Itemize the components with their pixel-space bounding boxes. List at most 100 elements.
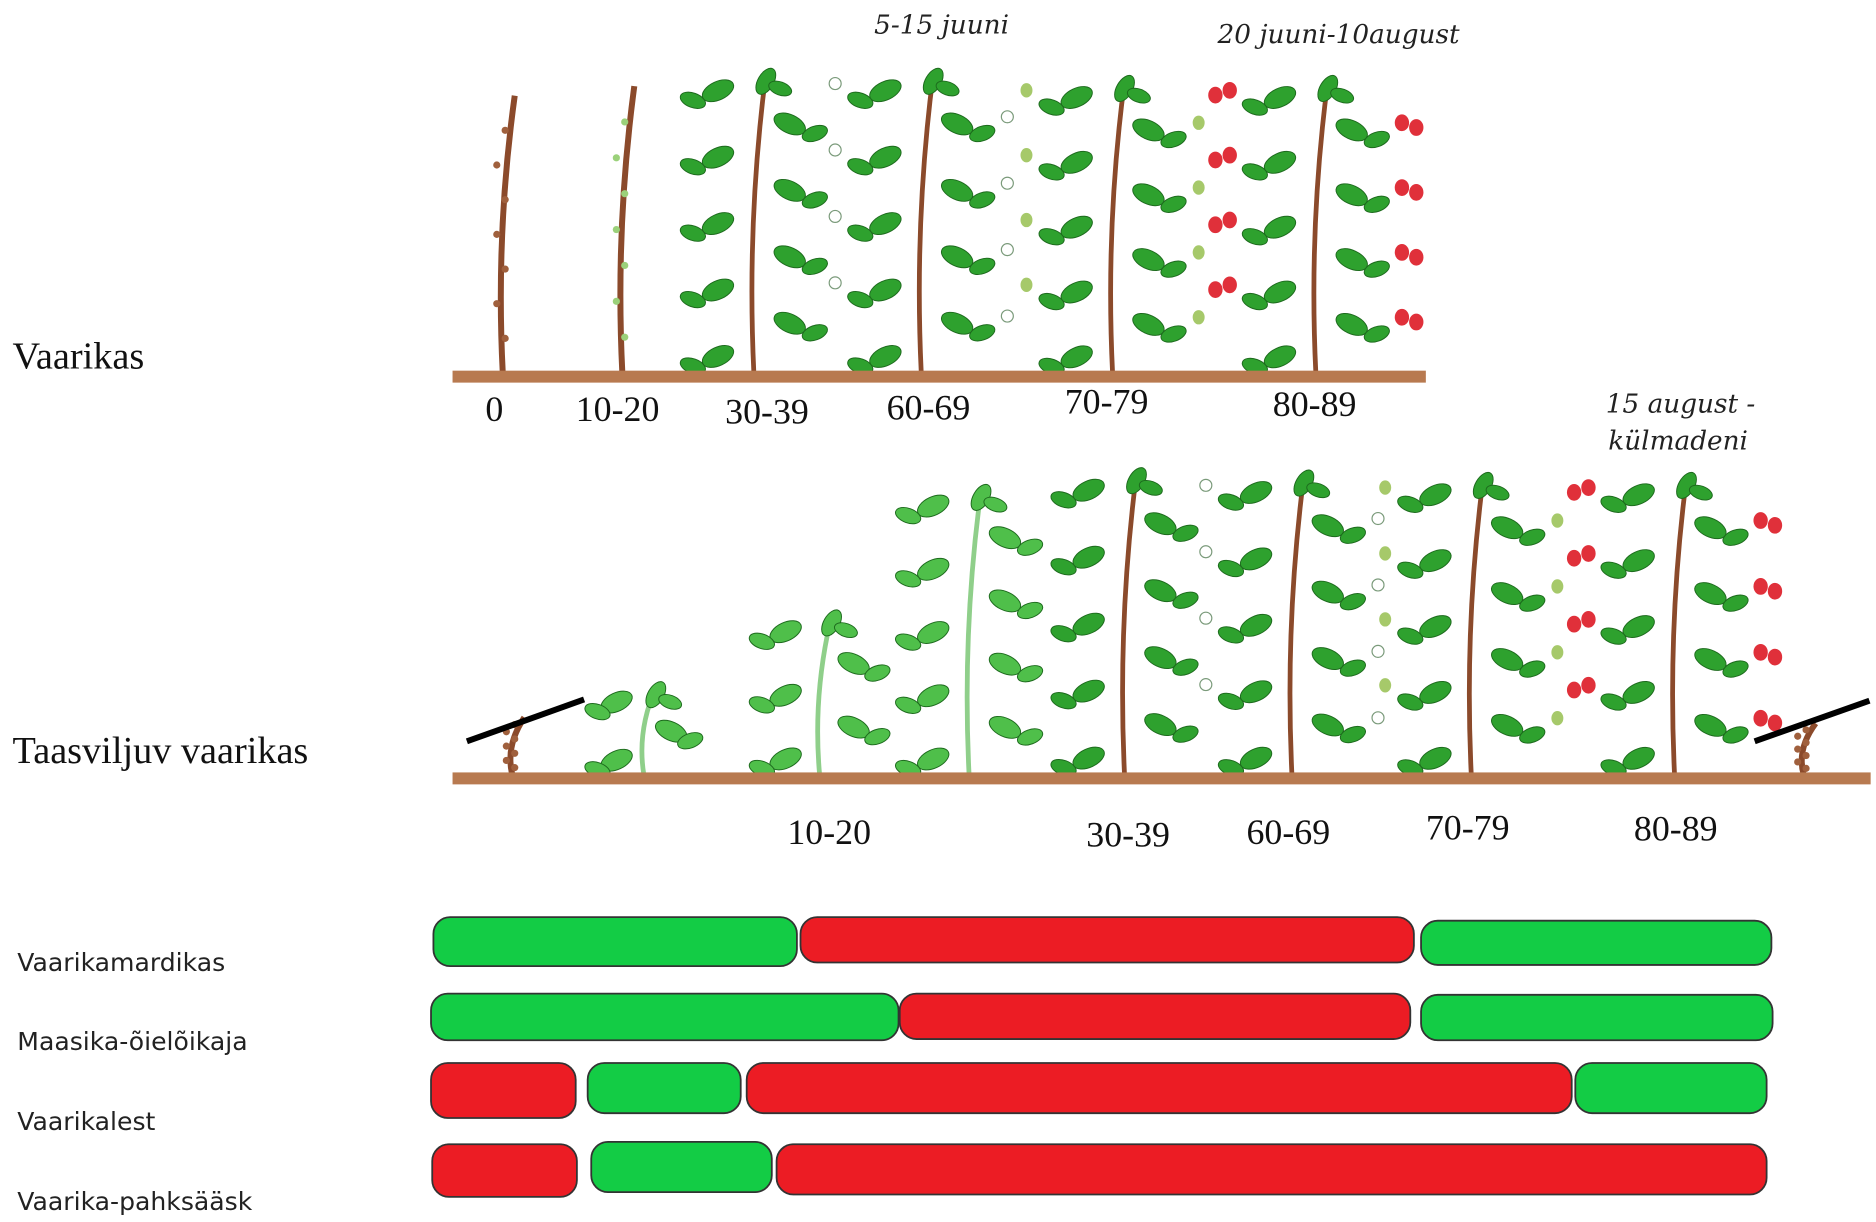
plant-part [1223,147,1237,164]
safe-period [433,917,796,966]
plant-part [1567,484,1581,501]
plant-part [1768,715,1782,732]
plant-part [1223,212,1237,229]
plant-part [1208,216,1222,233]
plant-part [493,161,500,168]
risk-period [747,1063,1572,1113]
plant-part [829,210,841,222]
plant-part [1208,87,1222,104]
risk-period [431,1063,576,1118]
stage-label: 30-39 [725,391,809,431]
plant-part [1395,244,1409,261]
plant-part [1223,276,1237,293]
plant-part [1379,480,1391,494]
plant-part [621,118,628,125]
pest-label: Maasika-õielõikaja [17,1027,247,1056]
stage-label: 60-69 [1247,812,1331,852]
plant-part [919,74,933,373]
plant-part [1395,309,1409,326]
plant-part [1208,152,1222,169]
plant-part [1021,278,1033,292]
plant-part [829,78,841,90]
plant-part [1001,310,1013,322]
plant-part [1551,711,1563,725]
plant-part [1314,81,1328,373]
risk-period [800,917,1413,962]
pest-timeline [431,917,1773,1197]
plant-part [1567,682,1581,699]
plant-part [1551,579,1563,593]
plant-part [1581,545,1595,562]
stage-label: 10-20 [576,389,660,429]
safe-period [588,1063,741,1113]
plant-part [1290,476,1304,775]
plant-part [621,262,628,269]
risk-period [777,1144,1767,1194]
plant-part [493,300,500,307]
plant-part [1567,550,1581,567]
plant-part [1794,733,1801,740]
plant-part [829,144,841,156]
plant-part [1794,746,1801,753]
safe-period [591,1142,772,1192]
risk-period [900,994,1411,1039]
date-annotation: külmadeni [1608,427,1748,457]
stage-label: 60-69 [887,388,971,428]
plant-part [1768,649,1782,666]
plant-part [621,334,628,341]
date-annotation: 15 august - [1606,390,1756,420]
plant-part [1208,281,1222,298]
plant-part [1372,712,1384,724]
plant-part [1802,765,1809,772]
plant-part [1123,473,1137,774]
plant-part [818,616,832,775]
diagram: Vaarikas Taasviljuv vaarikas 0 10-20 30-… [0,0,1876,1222]
safe-period [1421,995,1773,1040]
date-annotation: 20 juuni-10august [1217,20,1460,50]
plant-part [829,277,841,289]
plants [493,65,1815,781]
date-annotation: 5-15 juuni [874,10,1009,40]
plant-part [967,490,981,775]
plant-part [1200,679,1212,691]
row-label: Taasviljuv vaarikas [13,730,309,772]
stage-label: 10-20 [787,812,871,852]
ground [453,772,1871,784]
plant-part [1021,148,1033,162]
plant-part [511,764,518,771]
plant-part [1372,645,1384,657]
plant-part [613,298,620,305]
plant-part [613,154,620,161]
plant-part [511,750,518,757]
plant-part [1409,249,1423,266]
plant-part [1567,616,1581,633]
plant-part [502,196,509,203]
plant-part [503,757,510,764]
plant-part [503,743,510,750]
plant-part [502,127,509,134]
plant-part [1409,314,1423,331]
plant-part [1111,81,1125,373]
plant-part [1469,478,1483,775]
plant-part [621,190,628,197]
plant-part [1001,244,1013,256]
safe-period [431,994,899,1041]
plant-part [511,735,518,742]
stage-label: 80-89 [1273,384,1357,424]
plant-part [1581,677,1595,694]
plant-part [1753,644,1767,661]
plant-part [1200,546,1212,558]
plant-part [1223,82,1237,99]
plant-part [613,226,620,233]
plant-part [502,265,509,272]
plant-part [1379,678,1391,692]
plant-part [1753,710,1767,727]
plant-part [1753,512,1767,529]
plant-part [1794,758,1801,765]
stage-label: 0 [485,389,503,429]
plant-part [1768,583,1782,600]
safe-period [1421,921,1771,965]
plant-part [1581,611,1595,628]
plant-part [1001,111,1013,123]
plant-part [1372,579,1384,591]
